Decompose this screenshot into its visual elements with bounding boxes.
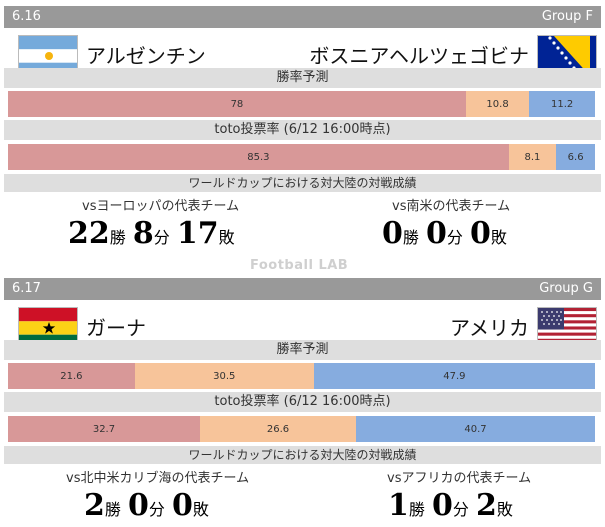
win-prob-draw-segment: 30.5 xyxy=(134,363,314,389)
loss-unit: 敗 xyxy=(496,500,513,519)
match-date: 6.16 xyxy=(12,9,41,24)
away-losses: 2 xyxy=(475,488,497,523)
win-prob-away-segment: 11.2 xyxy=(529,91,595,117)
toto-bar: 32.7 26.6 40.7 xyxy=(8,416,595,442)
home-wins: 22 xyxy=(68,216,110,251)
away-record: 0勝 0分 0敗 xyxy=(382,216,509,256)
home-draws: 0 xyxy=(127,488,149,523)
watermark: Football LAB xyxy=(250,258,349,273)
match-header: 6.17 Group G xyxy=(4,278,601,300)
draw-unit: 分 xyxy=(446,228,463,247)
toto-bar: 85.3 8.1 6.6 xyxy=(8,144,595,170)
away-team-name: アメリカ xyxy=(450,316,529,340)
win-unit: 勝 xyxy=(408,500,425,519)
toto-away-segment: 40.7 xyxy=(356,416,595,442)
win-unit: 勝 xyxy=(104,500,121,519)
win-prob-label: 勝率予測 xyxy=(4,68,601,88)
win-prob-home-segment: 21.6 xyxy=(8,363,135,389)
home-losses: 0 xyxy=(171,488,193,523)
win-prob-label: 勝率予測 xyxy=(4,340,601,360)
home-draws: 8 xyxy=(132,216,154,251)
away-draws: 0 xyxy=(431,488,453,523)
loss-unit: 敗 xyxy=(218,228,235,247)
win-prob-bar: 78 10.8 11.2 xyxy=(8,91,595,117)
win-prob-bar: 21.6 30.5 47.9 xyxy=(8,363,595,389)
toto-label: toto投票率 (6/12 16:00時点) xyxy=(4,120,601,140)
away-team-name: ボスニアヘルツェゴビナ xyxy=(309,44,529,68)
match-group: Group F xyxy=(541,9,593,24)
record-label: ワールドカップにおける対大陸の対戦成績 xyxy=(4,446,601,464)
home-team-name: アルゼンチン xyxy=(86,44,206,68)
away-wins: 0 xyxy=(382,216,403,251)
toto-home-segment: 32.7 xyxy=(8,416,200,442)
record-label: ワールドカップにおける対大陸の対戦成績 xyxy=(4,174,601,192)
usa-flag-icon xyxy=(537,307,597,347)
away-record: 1勝 0分 2敗 xyxy=(388,488,515,527)
record-subheaders: vs北中米カリブ海の代表チーム vsアフリカの代表チーム xyxy=(4,465,601,486)
away-vs-label: vs南米の代表チーム xyxy=(392,199,511,214)
home-vs-label: vs北中米カリブ海の代表チーム xyxy=(66,471,250,486)
home-record: 2勝 0分 0敗 xyxy=(84,488,211,527)
match-header: 6.16 Group F xyxy=(4,6,601,28)
draw-unit: 分 xyxy=(153,228,170,247)
loss-unit: 敗 xyxy=(490,228,507,247)
home-losses: 17 xyxy=(176,216,219,251)
match-card-2: 6.17 Group G ガーナ アメリカ xyxy=(0,278,605,527)
away-draws: 0 xyxy=(425,216,447,251)
record-subheaders: vsヨーロッパの代表チーム vs南米の代表チーム xyxy=(4,193,601,214)
match-group: Group G xyxy=(539,281,593,296)
home-vs-label: vsヨーロッパの代表チーム xyxy=(82,199,240,214)
match-date: 6.17 xyxy=(12,281,41,296)
match-card-1: 6.16 Group F アルゼンチン ボスニアヘルツェゴビナ xyxy=(0,6,605,268)
home-wins: 2 xyxy=(84,488,105,523)
home-team-name: ガーナ xyxy=(86,316,146,340)
away-wins: 1 xyxy=(388,488,409,523)
draw-unit: 分 xyxy=(452,500,469,519)
away-vs-label: vsアフリカの代表チーム xyxy=(387,471,532,486)
win-unit: 勝 xyxy=(109,228,126,247)
draw-unit: 分 xyxy=(148,500,165,519)
records-row: 2勝 0分 0敗 1勝 0分 2敗 xyxy=(0,488,605,527)
toto-home-segment: 85.3 xyxy=(8,144,509,170)
toto-draw-segment: 8.1 xyxy=(508,144,557,170)
away-losses: 0 xyxy=(469,216,491,251)
toto-label: toto投票率 (6/12 16:00時点) xyxy=(4,392,601,412)
win-prob-draw-segment: 10.8 xyxy=(465,91,530,117)
toto-away-segment: 6.6 xyxy=(556,144,595,170)
toto-draw-segment: 26.6 xyxy=(199,416,357,442)
records-row: 22勝 8分 17敗 0勝 0分 0敗 xyxy=(0,216,605,258)
win-prob-away-segment: 47.9 xyxy=(313,363,595,389)
loss-unit: 敗 xyxy=(192,500,209,519)
win-prob-home-segment: 78 xyxy=(8,91,466,117)
win-unit: 勝 xyxy=(402,228,419,247)
home-record: 22勝 8分 17敗 xyxy=(68,216,237,256)
